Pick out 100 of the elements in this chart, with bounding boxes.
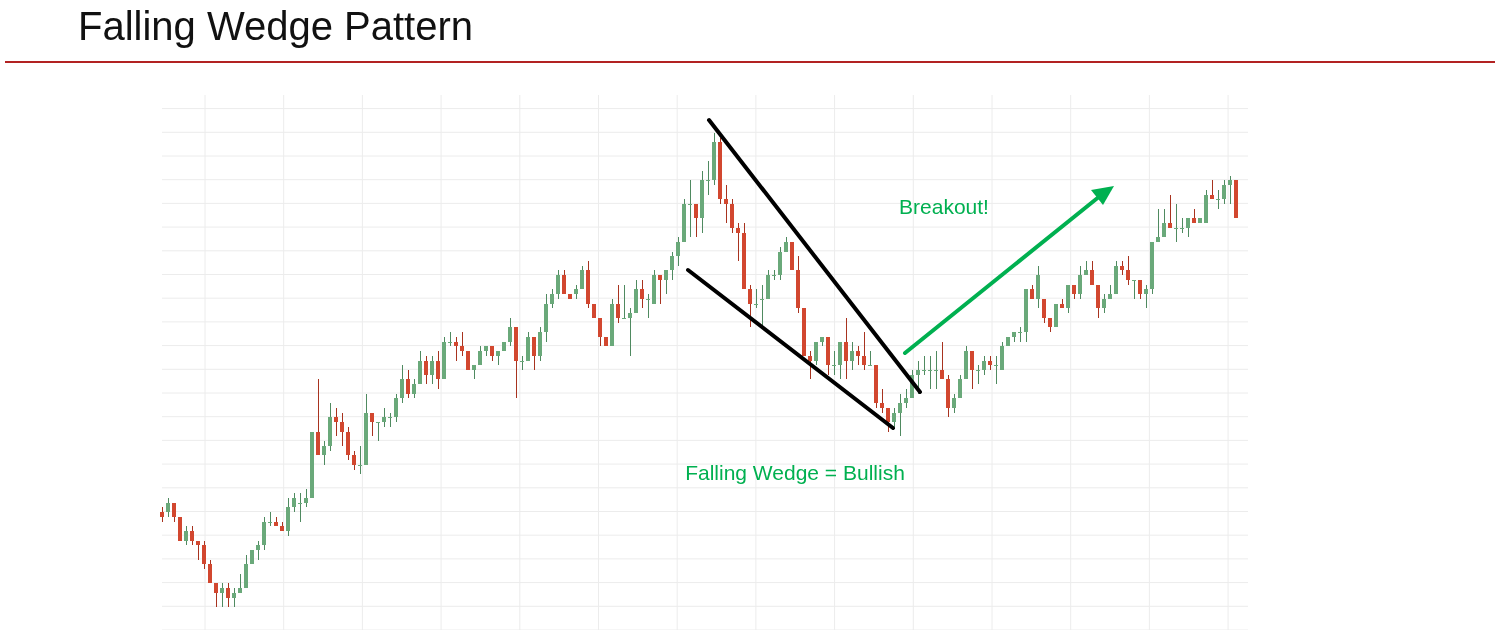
candlestick [352, 450, 356, 471]
candlestick [160, 506, 164, 523]
candlestick [574, 284, 578, 300]
candlestick [706, 160, 710, 196]
candlestick [520, 355, 524, 371]
candlestick [766, 269, 770, 300]
candlestick [166, 497, 170, 518]
candlestick [778, 246, 782, 281]
candlestick [760, 284, 764, 328]
candlestick [424, 355, 428, 385]
candlestick [808, 350, 812, 380]
candlestick [1084, 260, 1088, 276]
candlestick [436, 350, 440, 390]
candlestick [1222, 179, 1226, 205]
candlestick [1228, 175, 1232, 205]
candlestick [1156, 208, 1160, 243]
candlestick [724, 184, 728, 224]
candlestick [418, 350, 422, 385]
candlestick [268, 511, 272, 527]
candlestick [982, 355, 986, 376]
candlestick [838, 341, 842, 380]
candlestick [346, 426, 350, 461]
candlestick [772, 269, 776, 281]
candlestick [1168, 194, 1172, 229]
candlestick [832, 350, 836, 376]
candlestick [994, 355, 998, 385]
candlestick [358, 445, 362, 475]
candlestick [286, 497, 290, 537]
candlestick [1102, 293, 1106, 314]
candlestick [1144, 284, 1148, 309]
candlestick [484, 345, 488, 357]
candlestick [220, 582, 224, 608]
candlestick [376, 421, 380, 442]
candlestick [676, 236, 680, 267]
candlestick [1018, 326, 1022, 343]
candlestick [850, 341, 854, 371]
candlestick [298, 492, 302, 523]
candlestick [628, 307, 632, 357]
candlestick [970, 350, 974, 390]
candlestick [472, 364, 476, 380]
candlestick [844, 317, 848, 380]
candlestick [916, 360, 920, 395]
candlestick [184, 525, 188, 546]
candlestick [400, 364, 404, 404]
candlestick [730, 198, 734, 234]
candlestick [448, 331, 452, 347]
candlestick [862, 331, 866, 371]
candlestick [496, 350, 500, 366]
candlestick [1132, 279, 1136, 300]
candlestick [658, 274, 662, 305]
candlestick [244, 554, 248, 589]
candlestick [214, 582, 218, 608]
candlestick [340, 412, 344, 447]
candlestick [952, 393, 956, 414]
candlestick [736, 222, 740, 262]
candlestick [622, 284, 626, 319]
candlestick [616, 284, 620, 324]
candlestick [1066, 284, 1070, 314]
candlestick [892, 407, 896, 428]
candlestick [922, 355, 926, 376]
candlestick [1162, 208, 1166, 238]
candlestick [1186, 217, 1190, 238]
candlestick [976, 364, 980, 385]
candlestick [316, 378, 320, 456]
candlestick [202, 540, 206, 570]
candlestick [256, 540, 260, 561]
annotation: Breakout! [899, 195, 989, 218]
annotation: Falling Wedge = Bullish [685, 461, 905, 484]
candlestick [508, 317, 512, 347]
chart-title: Falling Wedge Pattern [78, 4, 474, 48]
candlestick [634, 279, 638, 314]
candlestick [904, 388, 908, 409]
candlestick [1180, 217, 1184, 234]
candlestick [334, 407, 338, 437]
candlestick [754, 288, 758, 309]
candlestick [1036, 265, 1040, 309]
candlestick [688, 179, 692, 238]
candlestick [940, 341, 944, 380]
candlestick [1000, 341, 1004, 371]
candlestick [1126, 255, 1130, 286]
candlestick [394, 393, 398, 423]
candlestick [898, 393, 902, 437]
candlestick [646, 293, 650, 319]
candlestick [406, 369, 410, 399]
candlestick [412, 378, 416, 399]
candlestick [292, 492, 296, 513]
candlestick [226, 582, 230, 608]
candlestick [556, 269, 560, 300]
candlestick [1174, 203, 1178, 243]
candlestick [880, 388, 884, 414]
candlestick [1216, 189, 1220, 210]
candlestick [1078, 265, 1082, 300]
candlestick [640, 279, 644, 309]
candlestick [598, 317, 602, 347]
candlestick [526, 331, 530, 362]
candlestick [1090, 260, 1094, 286]
candlestick [868, 350, 872, 367]
candlestick [934, 350, 938, 390]
candlestick [190, 525, 194, 546]
candlestick [322, 440, 326, 466]
